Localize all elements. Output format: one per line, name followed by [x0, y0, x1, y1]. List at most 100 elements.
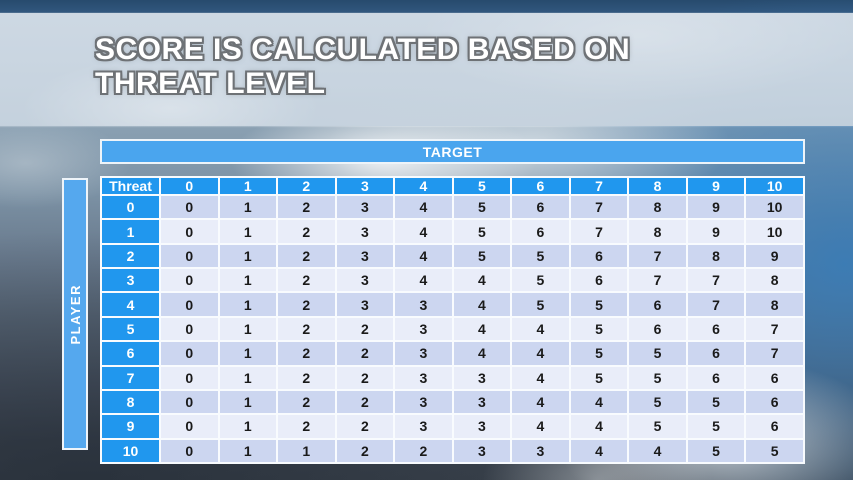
- score-cell: 4: [568, 388, 630, 416]
- score-cell: 0: [159, 340, 220, 367]
- score-cell: 6: [685, 364, 747, 391]
- score-cell: 0: [159, 291, 220, 318]
- score-cell: 5: [510, 267, 571, 294]
- score-cell: 5: [568, 291, 630, 318]
- score-cell: 2: [334, 413, 396, 440]
- score-cell: 9: [744, 242, 805, 270]
- score-cell: 2: [276, 364, 337, 391]
- score-cell: 3: [393, 291, 454, 318]
- score-cell: 2: [334, 388, 396, 416]
- score-cell: 7: [568, 218, 630, 245]
- score-cell: 3: [451, 388, 513, 416]
- score-cell: 5: [568, 340, 630, 367]
- score-cell: 2: [334, 315, 396, 343]
- score-cell: 5: [568, 364, 630, 391]
- score-cell: 7: [627, 267, 688, 294]
- score-cell: 6: [685, 340, 747, 367]
- score-cell: 9: [685, 218, 747, 245]
- score-cell: 2: [276, 242, 337, 270]
- score-cell: 6: [568, 267, 630, 294]
- target-level-column-header: 0: [159, 176, 220, 196]
- score-cell: 5: [451, 218, 513, 245]
- score-cell: 1: [217, 193, 279, 221]
- score-cell: 1: [217, 242, 279, 270]
- score-cell: 6: [510, 193, 571, 221]
- score-cell: 1: [217, 437, 279, 465]
- score-cell: 3: [334, 218, 396, 245]
- threat-level-row-header: 5: [100, 315, 161, 343]
- score-cell: 3: [334, 242, 396, 270]
- score-cell: 5: [627, 364, 688, 391]
- target-level-column-header: 10: [744, 176, 805, 196]
- score-cell: 3: [393, 413, 454, 440]
- score-cell: 3: [510, 437, 571, 465]
- score-cell: 4: [393, 218, 454, 245]
- player-axis-header: PLAYER: [62, 178, 88, 450]
- score-cell: 3: [393, 340, 454, 367]
- title-line-2: THREAT LEVEL: [95, 67, 326, 100]
- score-cell: 3: [334, 193, 396, 221]
- score-cell: 4: [393, 267, 454, 294]
- score-cell: 8: [744, 267, 805, 294]
- score-cell: 2: [334, 437, 396, 465]
- score-cell: 1: [217, 413, 279, 440]
- score-cell: 3: [451, 437, 513, 465]
- score-cell: 1: [217, 388, 279, 416]
- score-cell: 4: [510, 388, 571, 416]
- score-cell: 2: [276, 291, 337, 318]
- score-cell: 6: [744, 413, 805, 440]
- score-cell: 1: [217, 340, 279, 367]
- target-level-column-header: 5: [451, 176, 513, 196]
- score-cell: 6: [627, 291, 688, 318]
- score-cell: 7: [744, 315, 805, 343]
- score-cell: 0: [159, 388, 220, 416]
- target-level-column-header: 2: [276, 176, 337, 196]
- score-cell: 4: [568, 437, 630, 465]
- target-level-column-header: 6: [510, 176, 571, 196]
- score-cell: 0: [159, 413, 220, 440]
- threat-level-row-header: 2: [100, 242, 161, 270]
- score-cell: 5: [685, 437, 747, 465]
- score-cell: 0: [159, 315, 220, 343]
- score-cell: 3: [393, 364, 454, 391]
- score-cell: 6: [510, 218, 571, 245]
- threat-level-row-header: 8: [100, 388, 161, 416]
- score-cell: 4: [451, 267, 513, 294]
- target-axis-label: TARGET: [422, 143, 483, 160]
- score-cell: 7: [685, 267, 747, 294]
- threat-level-row-header: 6: [100, 340, 161, 367]
- score-row: 0 0 1 2 3 4 5 6 7 8 9 10: [100, 193, 805, 221]
- score-cell: 2: [276, 340, 337, 367]
- score-cell: 0: [159, 242, 220, 270]
- matrix-body: 0 0 1 2 3 4 5 6 7 8 9 10 1 0 1 2 3 4 5 6 7 8 9 10 2 0 1 2 3 4 5 5 6 7 8 9 3 0…: [100, 193, 805, 465]
- slide-title: SCORE IS CALCULATED BASED ON THREAT LEVE…: [0, 13, 853, 101]
- threat-level-row-header: 7: [100, 364, 161, 391]
- score-cell: 1: [217, 218, 279, 245]
- score-cell: 2: [334, 340, 396, 367]
- score-cell: 4: [451, 315, 513, 343]
- corner-header-threat: Threat: [100, 176, 161, 196]
- target-axis-header: TARGET: [100, 139, 805, 164]
- target-level-column-header: 9: [685, 176, 747, 196]
- score-cell: 2: [276, 388, 337, 416]
- score-cell: 5: [510, 242, 571, 270]
- score-cell: 6: [744, 364, 805, 391]
- score-cell: 4: [451, 340, 513, 367]
- score-row: 1 0 1 2 3 4 5 6 7 8 9 10: [100, 218, 805, 245]
- score-cell: 1: [217, 267, 279, 294]
- threat-level-row-header: 0: [100, 193, 161, 221]
- score-cell: 7: [685, 291, 747, 318]
- score-cell: 5: [451, 193, 513, 221]
- score-cell: 0: [159, 218, 220, 245]
- threat-level-row-header: 9: [100, 413, 161, 440]
- score-cell: 4: [393, 193, 454, 221]
- threat-level-row-header: 3: [100, 267, 161, 294]
- score-matrix-table: Threat 0 1 2 3 4 5 6 7 8 9 10 0 0 1 2 3 4 5 6 7 8 9 10 1 0 1 2 3 4 5 6…: [100, 176, 805, 465]
- player-axis-label: PLAYER: [67, 283, 83, 345]
